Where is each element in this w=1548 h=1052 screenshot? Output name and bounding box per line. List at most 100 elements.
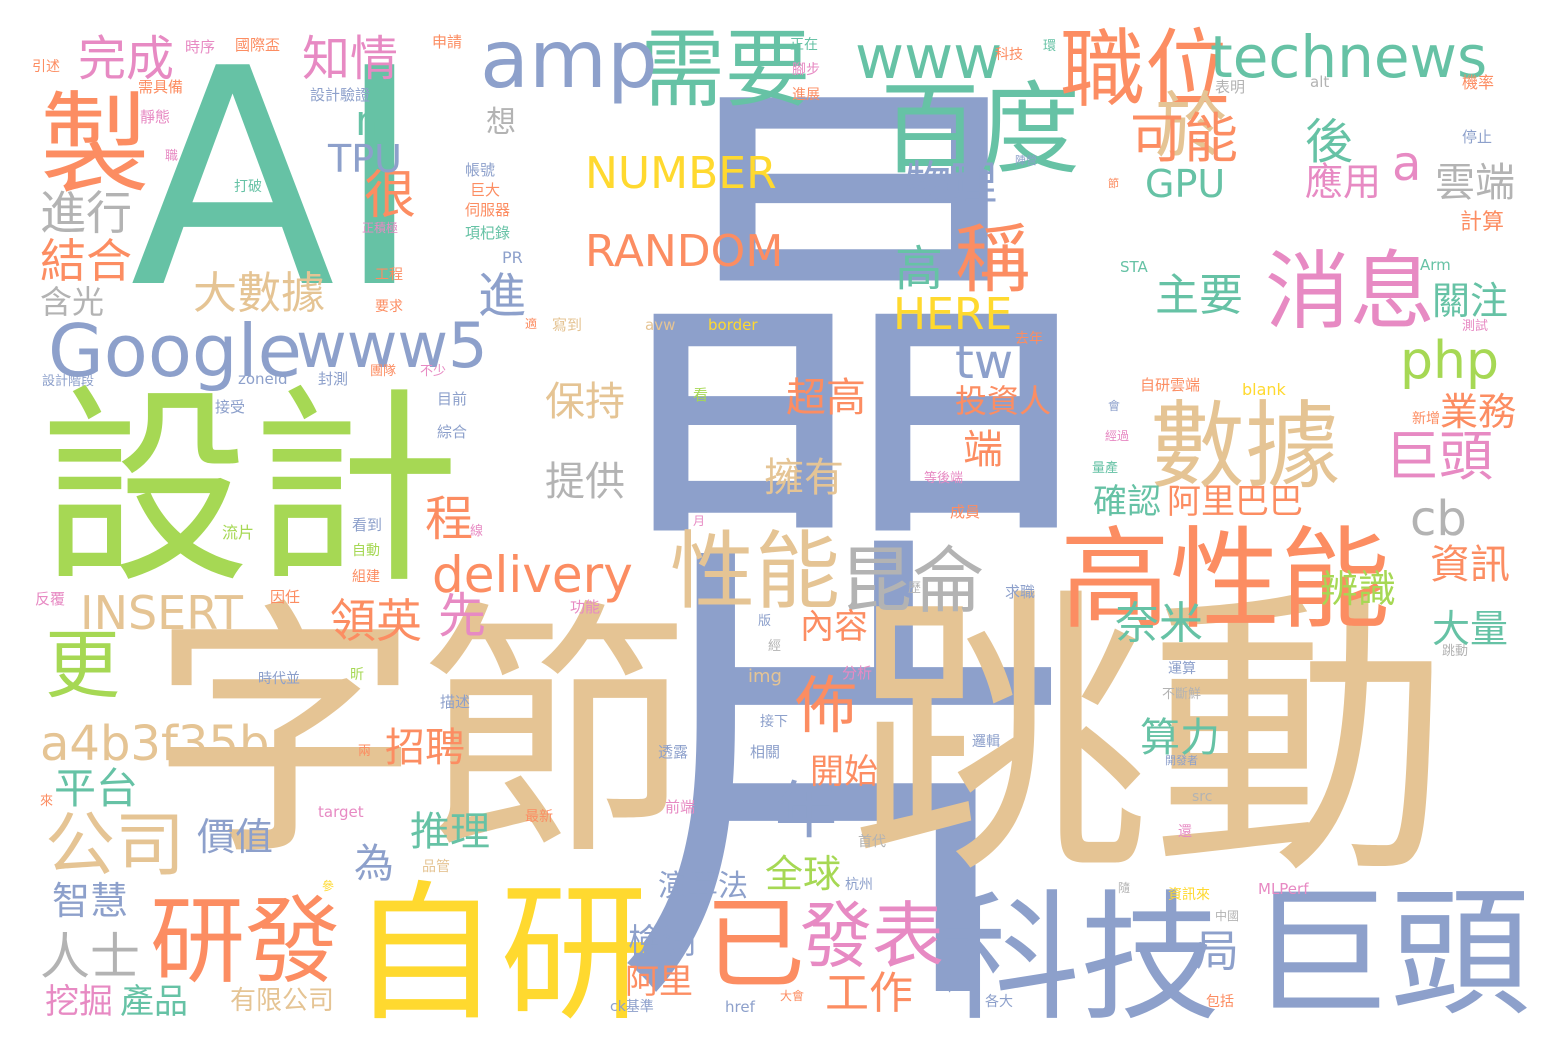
word-small: img <box>748 666 782 687</box>
word-confirm: 確認 <box>1093 482 1161 522</box>
word-small: 時代並 <box>258 671 300 687</box>
word-giant-small: 巨頭 <box>1385 425 1493 488</box>
word-small: 歷 <box>908 581 922 596</box>
word-small: 首代 <box>858 834 886 850</box>
word-small: 封測 <box>318 370 349 388</box>
word-small: 環 <box>1043 39 1057 54</box>
word-small: Arm <box>1420 256 1451 274</box>
word-small: 包括 <box>1206 994 1234 1010</box>
word-ai: AI <box>130 5 424 354</box>
word-chip-vertical: 晶片 <box>525 60 1096 982</box>
word-amp: amp <box>480 13 658 106</box>
word-small: 表明 <box>1215 78 1246 96</box>
word-data: 數據 <box>1150 392 1341 502</box>
word-small: 量產 <box>1092 461 1119 476</box>
word-rnd: 研發 <box>150 887 341 997</box>
word-recruit: 招聘 <box>385 725 465 771</box>
word-small: 國際盃 <box>235 36 281 54</box>
word-enter: 進 <box>478 268 527 324</box>
word-n: n <box>355 96 382 145</box>
word-at: 於 <box>1155 84 1228 168</box>
word-value: 價值 <box>197 815 274 859</box>
word-need: 需要 <box>640 21 811 120</box>
word-random: RANDOM <box>585 226 784 277</box>
word-smart: 智慧 <box>52 879 129 923</box>
word-small: 杭州 <box>845 877 873 893</box>
word-small: 描述 <box>440 693 471 711</box>
word-small: 要求 <box>375 299 403 315</box>
word-after: 後 <box>1305 114 1354 170</box>
word-detect: 檢測 <box>628 922 696 962</box>
word-small: 停止 <box>1462 128 1493 146</box>
word-small: 正在 <box>790 37 818 53</box>
word-small: 設計驗證 <box>310 86 371 104</box>
word-small: 接受 <box>215 398 246 416</box>
word-bureau: 局 <box>1195 926 1239 977</box>
word-product: 產品 <box>120 982 188 1022</box>
word-small: 相關 <box>750 743 781 761</box>
word-cb: cb <box>1410 491 1467 547</box>
word-small: 時序 <box>185 38 216 56</box>
word-small: 打破 <box>234 179 262 195</box>
word-jump: 跳動 <box>850 565 1450 914</box>
word-possible: 可能 <box>1130 107 1238 170</box>
word-provide: 提供 <box>545 459 625 505</box>
word-small: 組建 <box>352 569 380 585</box>
word-alibaba: 阿里巴巴 <box>1167 482 1303 522</box>
word-small: 寫到 <box>552 316 583 334</box>
word-informed: 知情 <box>302 31 399 87</box>
word-algorithm: 演算法 <box>658 869 748 904</box>
word-combine: 結合 <box>40 234 132 288</box>
word-small: 帳號 <box>465 161 496 179</box>
word-small: 伺服器 <box>465 201 511 219</box>
word-small: 引述 <box>32 59 60 75</box>
word-small: 資訊來 <box>1168 887 1210 903</box>
word-small: 不斷鮮 <box>1162 687 1202 702</box>
word-small: 月 <box>693 514 706 528</box>
word-small: 各大 <box>985 994 1013 1010</box>
word-small: 經 <box>768 639 782 654</box>
word-very: 很 <box>364 166 417 226</box>
word-small: border <box>708 316 758 334</box>
word-work: 工作 <box>825 968 913 1019</box>
word-small: blank <box>1242 380 1286 399</box>
word-linkedin: 領英 <box>330 594 422 648</box>
word-large-amount: 大量 <box>1432 607 1509 651</box>
word-global: 全球 <box>765 852 842 896</box>
word-design: 設計 <box>40 367 461 612</box>
word-small: 進展 <box>792 87 820 103</box>
word-make: 製 <box>40 81 150 209</box>
word-hash: a4b3f35b <box>40 716 270 772</box>
word-small: 接下 <box>760 714 788 730</box>
word-small: 因任 <box>270 588 301 606</box>
word-end: 端 <box>963 427 1003 473</box>
word-small: 節 <box>1108 177 1119 190</box>
word-small: 運算 <box>1168 661 1196 677</box>
word-small: 新增 <box>1412 411 1440 427</box>
word-recognize: 辨識 <box>1320 567 1397 611</box>
word-high-performance: 高性能 <box>1060 516 1390 644</box>
word-self-developed: 自研 <box>350 868 651 1042</box>
word-cloud: 雲端 <box>1435 160 1515 206</box>
word-small: 流片 <box>222 523 255 542</box>
word-small: 自動 <box>352 543 380 559</box>
word-small: 測試 <box>1462 319 1489 334</box>
word-kunlun: 昆侖 <box>840 539 985 623</box>
word-small: 設計階段 <box>42 374 95 389</box>
word-small: 開發者 <box>1165 754 1198 767</box>
word-keep: 保持 <box>545 379 625 425</box>
word-small: 團隊 <box>370 364 397 379</box>
word-small: 前端 <box>665 798 696 816</box>
word-small: 反覆 <box>35 590 66 608</box>
word-investor: 投資人 <box>955 382 1052 420</box>
word-small: 會 <box>1108 399 1121 413</box>
word-complete: 完成 <box>78 31 175 87</box>
word-high: 高 <box>895 241 944 297</box>
word-small: 項杞錄 <box>465 224 511 242</box>
word-small: target <box>318 803 364 821</box>
word-publish: 發表 <box>800 894 945 978</box>
word-number: NUMBER <box>585 148 777 199</box>
word-ultra-high: 超高 <box>786 375 866 421</box>
word-tw: tw <box>955 334 1014 390</box>
